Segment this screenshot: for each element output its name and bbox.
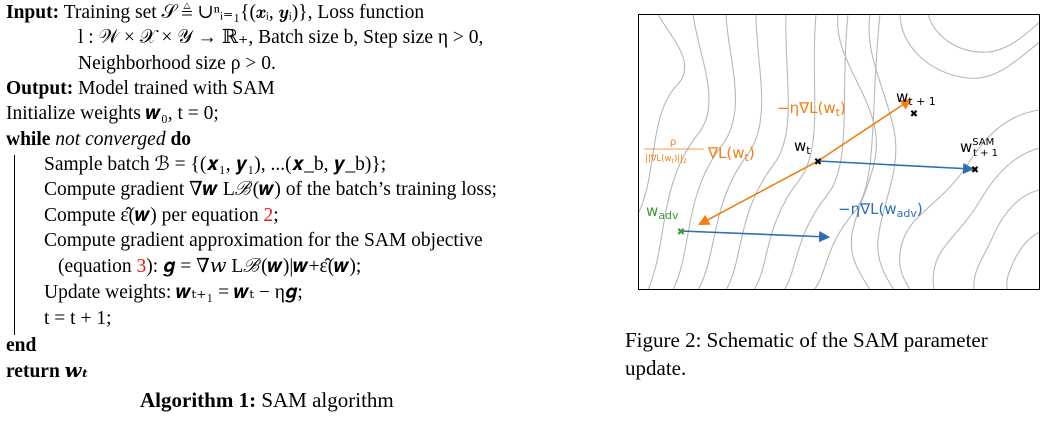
sam-update-arrow-wt [817, 160, 975, 175]
adv-grad-arrow [680, 230, 831, 243]
contour-line [868, 14, 897, 290]
body-line-7: t = t + 1; [44, 308, 112, 329]
contour-line [813, 14, 881, 290]
algo-init-line: Initialize weights 𝒘₀, t = 0; [6, 101, 219, 126]
label-wt: wt [794, 137, 811, 157]
point-wt1: ✖ [910, 109, 918, 120]
body-line-4: Compute gradient approximation for the S… [44, 230, 483, 251]
output-label: Output: [6, 78, 74, 99]
algorithm-caption-text: SAM algorithm [261, 388, 394, 412]
algo-return-line: return 𝒘ₜ [6, 359, 89, 384]
rho-numerator: ρ [670, 137, 676, 148]
algorithm-caption-label: Algorithm 1: [140, 388, 257, 412]
contour-line [927, 14, 1040, 53]
point-wt: ✖ [814, 157, 822, 168]
do-keyword: do [170, 129, 192, 150]
algo-end-line: end [6, 333, 36, 358]
contour-line [672, 14, 736, 290]
sam-schematic-svg: ✖ ✖ ✖ ✖ wt + 1 −η∇L(wt) wt wSAM t + 1 ρ |… [638, 14, 1040, 290]
algo-body-line-5: (equation 3): 𝒈 = ∇𝑤 Lℬ(𝒘)|𝒘+ε̂(𝒘); [58, 254, 361, 279]
init-text: Initialize weights 𝒘₀, t = 0; [6, 103, 219, 124]
body-line-1: Sample batch ℬ = {(𝒙₁, 𝒚₁), ...(𝒙_b, 𝒚_b… [44, 154, 387, 175]
body-line-5-pre: (equation [58, 256, 137, 277]
label-rho-fraction: ρ ||∇L(wt)||2 ∇L(wt) [644, 137, 755, 165]
eta-grad-wt-arrow [817, 98, 912, 162]
return-keyword: return [6, 361, 60, 382]
plot-frame [638, 14, 1040, 290]
contour-line [753, 14, 817, 290]
figure-caption: Figure 2: Schematic of the SAM parameter… [625, 328, 988, 380]
body-line-3-post: ; [273, 205, 279, 226]
body-line-6: Update weights: 𝒘ₜ₊₁ = 𝒘ₜ − η𝒈; [44, 282, 303, 303]
algo-output-line: Output: Model trained with SAM [6, 76, 275, 101]
contour-lines [638, 14, 1040, 290]
contour-line [783, 14, 849, 290]
body-line-3-pre: Compute ε̂(𝒘) per equation [44, 205, 264, 226]
contour-line [899, 14, 1040, 79]
algo-body-line-1: Sample batch ℬ = {(𝒙₁, 𝒚₁), ...(𝒙_b, 𝒚_b… [44, 152, 386, 177]
while-condition: not converged [55, 129, 166, 150]
input-line-2: l : 𝒲 × 𝒳 × 𝒴 → ℝ₊, Batch size b, Step s… [78, 27, 484, 48]
label-wt1: wt + 1 [896, 88, 936, 108]
body-line-2: Compute gradient ∇𝒘 Lℬ(𝒘) of the batch’s… [44, 179, 497, 200]
rho-grad-arrow [698, 160, 819, 226]
equation-ref-2[interactable]: 2 [263, 205, 274, 226]
label-wadv: wadv [646, 202, 679, 222]
algo-input-line-1: Input: Training set 𝒮 ≜ ∪ⁿᵢ₌₁{(𝒙ᵢ, 𝒚ᵢ)},… [6, 0, 424, 25]
algo-body-line-6: Update weights: 𝒘ₜ₊₁ = 𝒘ₜ − η𝒈; [44, 280, 303, 305]
point-wadv: ✖ [677, 227, 685, 238]
equation-ref-3[interactable]: 3 [136, 256, 147, 277]
label-eta-adv: −η∇L(wadv) [838, 200, 923, 220]
contour-line [899, 109, 1040, 290]
contour-line [725, 14, 789, 290]
return-value: 𝒘ₜ [64, 361, 89, 382]
end-keyword: end [6, 335, 37, 356]
while-keyword: while [6, 129, 51, 150]
algo-while-line: while not converged do [6, 127, 191, 152]
output-text: Model trained with SAM [78, 78, 275, 99]
rho-denominator: ||∇L(wt)||2 [645, 154, 687, 165]
algo-body-line-2: Compute gradient ∇𝒘 Lℬ(𝒘) of the batch’s… [44, 177, 497, 202]
algo-body-line-3: Compute ε̂(𝒘) per equation 2; [44, 203, 279, 228]
label-eta-grad-wt: −η∇L(wt) [777, 99, 846, 119]
contour-line [697, 14, 763, 290]
input-line-3: Neighborhood size ρ > 0. [78, 53, 276, 74]
rho-grad-label: ∇L(wt) [707, 144, 755, 164]
input-label: Input: [6, 2, 60, 23]
input-line-1: Training set 𝒮 ≜ ∪ⁿᵢ₌₁{(𝒙ᵢ, 𝒚ᵢ)}, Loss f… [63, 2, 425, 23]
contour-line [638, 14, 686, 215]
sam-schematic-figure: ✖ ✖ ✖ ✖ wt + 1 −η∇L(wt) wt wSAM t + 1 ρ |… [638, 14, 1040, 290]
algo-body-line-7: t = t + 1; [44, 306, 112, 331]
contour-line [932, 147, 1040, 290]
algo-body-line-4: Compute gradient approximation for the S… [44, 228, 483, 253]
contour-line [647, 14, 710, 290]
algorithm-caption: Algorithm 1: SAM algorithm [140, 388, 394, 413]
contour-line [1006, 231, 1040, 290]
contour-line [837, 14, 877, 290]
algo-input-line-3: Neighborhood size ρ > 0. [78, 51, 276, 76]
label-wsam: wSAM t + 1 [960, 137, 998, 159]
algo-input-line-2: l : 𝒲 × 𝒳 × 𝒴 → ℝ₊, Batch size b, Step s… [78, 25, 483, 50]
point-wsam: ✖ [971, 165, 979, 176]
while-block-bar [14, 155, 16, 335]
body-line-5-post: ): 𝒈 = ∇𝑤 Lℬ(𝒘)|𝒘+ε̂(𝒘); [146, 256, 362, 277]
contour-line [973, 189, 1040, 290]
